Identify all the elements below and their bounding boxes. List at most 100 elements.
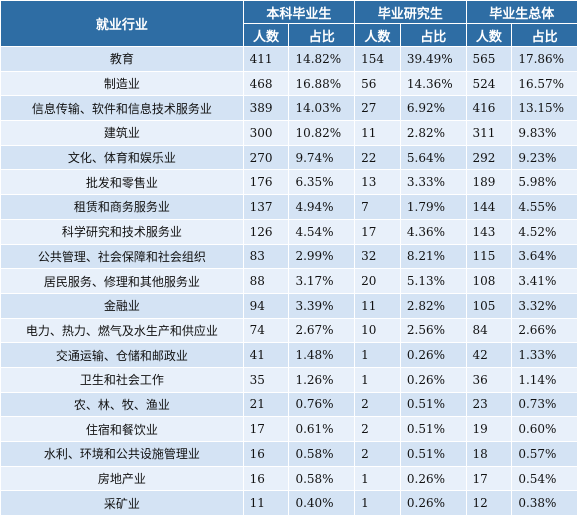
industry-cell: 住宿和餐饮业 — [0, 416, 244, 442]
undergrad-share-cell: 2.67% — [288, 317, 356, 344]
graduate-share-cell: 0.51% — [399, 416, 467, 442]
undergrad-share-cell: 0.61% — [288, 416, 356, 442]
total-share-cell: 9.23% — [511, 144, 578, 171]
undergrad-count-cell: 468 — [242, 70, 290, 97]
industry-cell: 金融业 — [0, 292, 244, 319]
undergrad-count-cell: 94 — [242, 292, 290, 319]
graduate-count-cell: 1 — [354, 342, 401, 368]
undergrad-share-cell: 1.48% — [288, 342, 356, 368]
table-row: 批发和零售业 176 6.35% 13 3.33% 189 5.98% — [0, 169, 578, 196]
total-count-cell: 565 — [465, 46, 513, 72]
graduate-count-cell: 2 — [354, 416, 401, 442]
graduate-count-cell: 56 — [354, 70, 401, 97]
industry-cell: 信息传输、软件和信息技术服务业 — [0, 95, 244, 122]
undergrad-count-cell: 16 — [242, 465, 290, 492]
undergrad-share-cell: 3.17% — [288, 268, 356, 294]
industry-cell: 教育 — [0, 46, 244, 72]
industry-cell: 电力、热力、燃气及水生产和供应业 — [0, 317, 244, 344]
graduate-share-cell: 1.79% — [399, 194, 467, 220]
industry-cell: 建筑业 — [0, 120, 244, 146]
industry-cell: 交通运输、仓储和邮政业 — [0, 342, 244, 368]
undergrad-count-cell: 137 — [242, 194, 290, 220]
total-share-cell: 9.83% — [511, 120, 578, 146]
graduate-count-cell: 1 — [354, 465, 401, 492]
industry-cell: 租赁和商务服务业 — [0, 194, 244, 220]
table-row: 公共管理、社会保障和社会组织 83 2.99% 32 8.21% 115 3.64% — [0, 243, 578, 270]
total-share-cell: 4.55% — [511, 194, 578, 220]
undergrad-count-cell: 83 — [242, 243, 290, 270]
subheader-count: 人数 — [242, 23, 290, 47]
undergrad-count-cell: 88 — [242, 268, 290, 294]
total-count-cell: 42 — [465, 342, 513, 368]
total-share-cell: 5.98% — [511, 169, 578, 196]
total-count-cell: 311 — [465, 120, 513, 146]
undergrad-share-cell: 16.88% — [288, 70, 356, 97]
undergrad-count-cell: 270 — [242, 144, 290, 171]
table-row: 水利、环境和公共设施管理业 16 0.58% 2 0.51% 18 0.57% — [0, 441, 578, 467]
total-count-cell: 105 — [465, 292, 513, 319]
graduate-count-cell: 11 — [354, 120, 401, 146]
total-count-cell: 84 — [465, 317, 513, 344]
total-count-cell: 189 — [465, 169, 513, 196]
undergrad-share-cell: 10.82% — [288, 120, 356, 146]
undergrad-share-cell: 14.82% — [288, 46, 356, 72]
graduate-count-cell: 7 — [354, 194, 401, 220]
table-row: 建筑业 300 10.82% 11 2.82% 311 9.83% — [0, 120, 578, 146]
graduate-count-cell: 2 — [354, 441, 401, 467]
total-share-cell: 3.41% — [511, 268, 578, 294]
total-share-cell: 1.33% — [511, 342, 578, 368]
graduate-share-cell: 39.49% — [399, 46, 467, 72]
total-count-cell: 12 — [465, 490, 513, 517]
total-share-cell: 17.86% — [511, 46, 578, 72]
industry-cell: 卫生和社会工作 — [0, 366, 244, 393]
table-row: 农、林、牧、渔业 21 0.76% 2 0.51% 23 0.73% — [0, 391, 578, 418]
table-row: 科学研究和技术服务业 126 4.54% 17 4.36% 143 4.52% — [0, 218, 578, 245]
undergrad-share-cell: 0.58% — [288, 465, 356, 492]
total-count-cell: 115 — [465, 243, 513, 270]
undergrad-count-cell: 74 — [242, 317, 290, 344]
table-row: 租赁和商务服务业 137 4.94% 7 1.79% 144 4.55% — [0, 194, 578, 220]
undergrad-share-cell: 4.54% — [288, 218, 356, 245]
total-share-cell: 0.60% — [511, 416, 578, 442]
graduate-share-cell: 0.51% — [399, 441, 467, 467]
table-row: 采矿业 11 0.40% 1 0.26% 12 0.38% — [0, 490, 578, 517]
table-row: 电力、热力、燃气及水生产和供应业 74 2.67% 10 2.56% 84 2.66% — [0, 317, 578, 344]
undergrad-count-cell: 21 — [242, 391, 290, 418]
graduate-share-cell: 0.51% — [399, 391, 467, 418]
undergrad-count-cell: 35 — [242, 366, 290, 393]
total-count-cell: 292 — [465, 144, 513, 171]
total-share-cell: 1.14% — [511, 366, 578, 393]
total-count-cell: 416 — [465, 95, 513, 122]
total-share-cell: 0.57% — [511, 441, 578, 467]
undergrad-count-cell: 17 — [242, 416, 290, 442]
group-header-total: 毕业生总体 — [465, 0, 578, 24]
total-share-cell: 4.52% — [511, 218, 578, 245]
undergrad-count-cell: 11 — [242, 490, 290, 517]
industry-cell: 文化、体育和娱乐业 — [0, 144, 244, 171]
total-count-cell: 144 — [465, 194, 513, 220]
graduate-count-cell: 27 — [354, 95, 401, 122]
total-count-cell: 17 — [465, 465, 513, 492]
graduate-share-cell: 2.82% — [399, 120, 467, 146]
industry-cell: 水利、环境和公共设施管理业 — [0, 441, 244, 467]
table-row: 住宿和餐饮业 17 0.61% 2 0.51% 19 0.60% — [0, 416, 578, 442]
table-row: 交通运输、仓储和邮政业 41 1.48% 1 0.26% 42 1.33% — [0, 342, 578, 368]
graduate-count-cell: 20 — [354, 268, 401, 294]
undergrad-count-cell: 176 — [242, 169, 290, 196]
undergrad-share-cell: 9.74% — [288, 144, 356, 171]
graduate-share-cell: 14.36% — [399, 70, 467, 97]
industry-cell: 批发和零售业 — [0, 169, 244, 196]
total-share-cell: 0.73% — [511, 391, 578, 418]
industry-cell: 房地产业 — [0, 465, 244, 492]
graduate-count-cell: 1 — [354, 366, 401, 393]
table-row: 金融业 94 3.39% 11 2.82% 105 3.32% — [0, 292, 578, 319]
total-share-cell: 2.66% — [511, 317, 578, 344]
graduate-count-cell: 11 — [354, 292, 401, 319]
graduate-count-cell: 22 — [354, 144, 401, 171]
undergrad-count-cell: 41 — [242, 342, 290, 368]
undergrad-share-cell: 6.35% — [288, 169, 356, 196]
graduate-share-cell: 5.64% — [399, 144, 467, 171]
graduate-count-cell: 154 — [354, 46, 401, 72]
industry-cell: 居民服务、修理和其他服务业 — [0, 268, 244, 294]
total-count-cell: 143 — [465, 218, 513, 245]
